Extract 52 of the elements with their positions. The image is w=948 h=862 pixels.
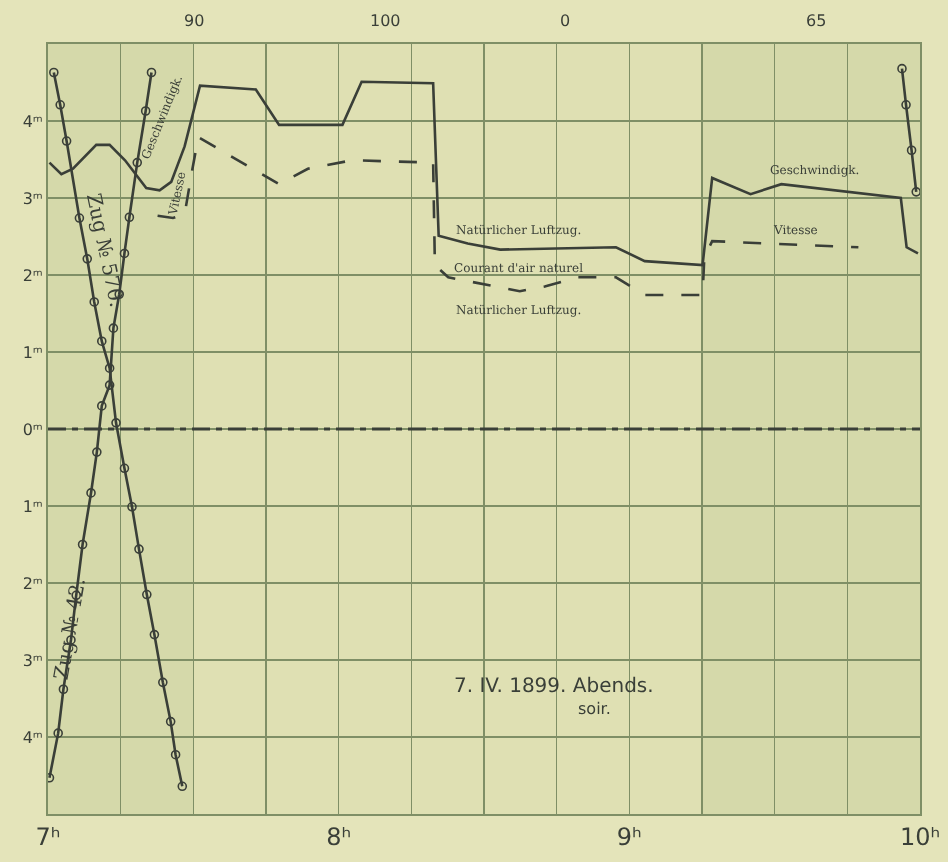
point: [96, 401, 107, 411]
point: [92, 447, 102, 457]
y-tick-label: 0ᵐ: [22, 420, 43, 439]
point: [170, 749, 181, 760]
point: [61, 136, 72, 146]
point: [108, 323, 119, 333]
y-tick-label: 1ᵐ: [22, 343, 43, 362]
y-tick-label: 4ᵐ: [22, 728, 43, 747]
point: [124, 212, 135, 223]
y-tick-label: 4ᵐ: [22, 112, 43, 131]
point: [119, 463, 130, 474]
x-tick-label: 10ʰ: [899, 822, 941, 851]
y-tick-label: 2ᵐ: [22, 266, 43, 285]
point: [77, 539, 88, 550]
text: 100: [370, 12, 401, 30]
point: [132, 157, 143, 168]
point: [158, 677, 168, 688]
text: 0: [560, 12, 571, 30]
point: [127, 501, 137, 512]
point: [55, 100, 65, 110]
point: [177, 781, 188, 792]
point: [53, 728, 63, 738]
y-tick-label: 3ᵐ: [22, 189, 43, 208]
y-tick-label: 1ᵐ: [22, 497, 43, 516]
point: [74, 213, 85, 223]
point: [89, 297, 100, 307]
y-tick-label: 2ᵐ: [22, 574, 43, 593]
x-tick-label: 8ʰ: [326, 822, 352, 851]
point: [86, 488, 96, 498]
x-tick-label: 7ʰ: [35, 822, 61, 851]
point: [149, 629, 160, 640]
point: [142, 589, 152, 600]
text: 90: [184, 12, 205, 30]
point: [134, 544, 144, 554]
y-tick-label: 3ᵐ: [22, 651, 43, 670]
point: [119, 248, 130, 259]
point: [911, 187, 920, 197]
point: [96, 336, 107, 347]
point: [897, 63, 907, 74]
point: [165, 716, 176, 727]
text: 65: [806, 12, 827, 30]
point: [104, 363, 115, 373]
point: [104, 380, 115, 390]
point: [58, 684, 69, 695]
annotation: soir.: [578, 700, 611, 718]
point: [906, 145, 917, 156]
point: [901, 100, 911, 110]
point: [146, 67, 157, 78]
point: [111, 418, 121, 428]
x-tick-label: 9ʰ: [616, 822, 643, 851]
point: [82, 254, 93, 264]
point: [49, 67, 59, 78]
